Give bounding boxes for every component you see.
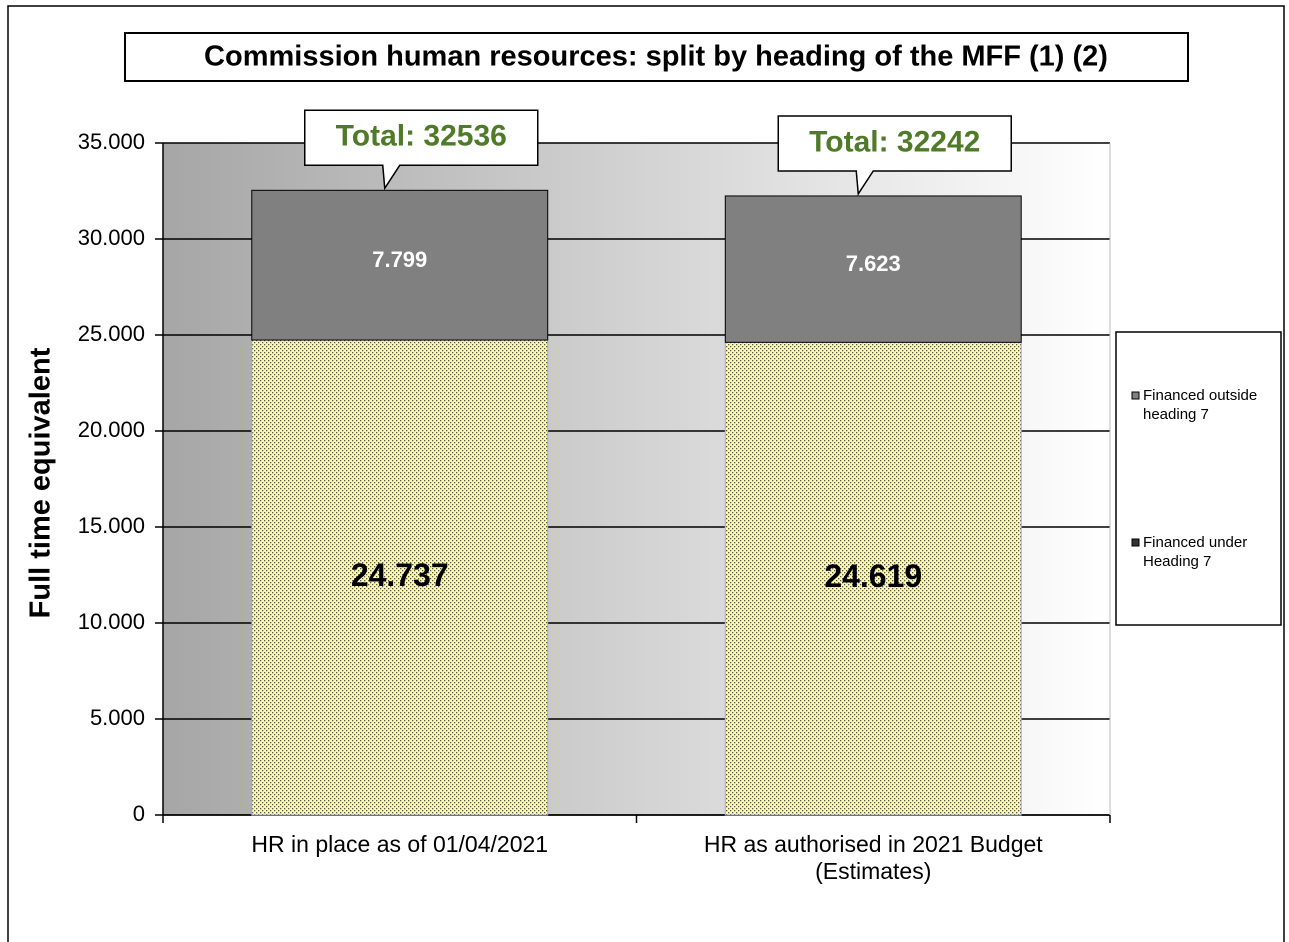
y-tick-label: 20.000 <box>78 417 145 442</box>
bars: 24.737 7.799 Total: 32536 24.619 7.623 Total:… <box>251 109 1022 816</box>
bar-segment <box>724 341 1022 816</box>
data-label: 7.799 <box>372 247 427 272</box>
bar-segment <box>251 339 549 816</box>
legend-label-box: Financed outside heading 7 <box>1143 387 1258 423</box>
legend: Financed outside heading 7 Financed under… <box>1131 387 1258 570</box>
legend-label-box: Financed under Heading 7 <box>1143 534 1248 570</box>
legend-label: Financed outside heading 7 <box>1143 387 1258 423</box>
frame <box>7 5 1285 942</box>
y-tick-label: 30.000 <box>78 225 145 250</box>
legend-swatch <box>1131 538 1140 547</box>
legend-box <box>1115 331 1282 626</box>
bar-segment <box>251 189 549 341</box>
y-tick-label: 15.000 <box>78 513 145 538</box>
title-box <box>124 32 1189 82</box>
y-axis-label: Full time equivalent <box>25 347 57 618</box>
bar-segment <box>724 195 1022 343</box>
y-tick-label: 0 <box>133 801 145 826</box>
callout-box <box>777 115 1012 197</box>
chart-title: Commission human resources: split by hea… <box>204 41 1108 73</box>
y-tick-label: 25.000 <box>78 321 145 346</box>
x-tick-label: HR in place as of 01/04/2021 <box>251 831 549 857</box>
y-tick-label: 10.000 <box>78 609 145 634</box>
annotation: Total: 32242 <box>809 125 980 158</box>
callout-box <box>304 109 539 191</box>
data-label: 24.619 <box>824 558 922 594</box>
data-label: 7.623 <box>846 251 901 276</box>
legend-swatch <box>1131 391 1140 400</box>
annotation: Total: 32536 <box>336 120 507 153</box>
data-label: 24.737 <box>351 557 449 593</box>
y-tick-label: 35.000 <box>78 129 145 154</box>
x-tick-label: HR as authorised in 2021 Budget (Estimat… <box>703 831 1043 884</box>
y-tick-label: 5.000 <box>90 705 145 730</box>
legend-label: Financed under Heading 7 <box>1143 534 1248 570</box>
